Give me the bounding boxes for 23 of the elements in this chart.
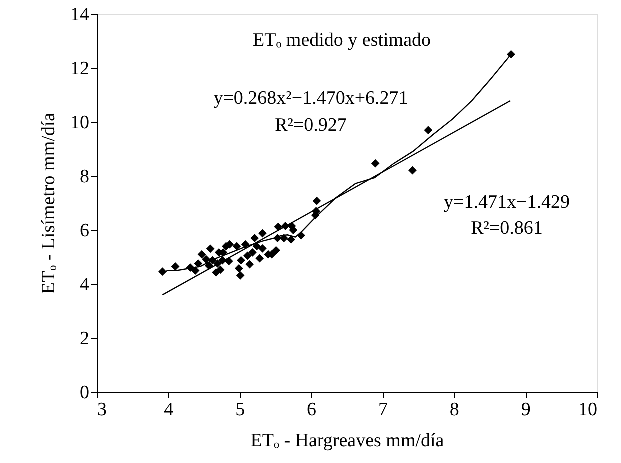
y-tick-label: 2 xyxy=(80,328,90,350)
y-tick-label: 6 xyxy=(80,220,90,242)
y-axis-title: ETₒ - Lisímetro mm/día xyxy=(38,112,60,294)
annotation: R²=0.861 xyxy=(471,218,543,239)
x-tick-label: 6 xyxy=(307,400,317,420)
x-tick-label: 9 xyxy=(521,400,531,420)
y-tick-label: 8 xyxy=(80,166,90,188)
annotation: y=0.268x²−1.470x+6.271 xyxy=(214,88,408,109)
x-tick-label: 7 xyxy=(378,400,388,420)
x-axis-title: ETₒ - Hargreaves mm/día xyxy=(250,430,445,452)
y-tick-label: 10 xyxy=(70,112,90,134)
x-tick-label: 8 xyxy=(450,400,460,420)
y-tick-label: 0 xyxy=(80,382,90,404)
text: ETₒ medido y estimado xyxy=(252,30,432,51)
x-tick-label: 5 xyxy=(236,400,246,420)
annotation: R²=0.927 xyxy=(275,115,347,136)
y-tick-label: 14 xyxy=(70,4,90,26)
y-tick-label: 12 xyxy=(70,58,90,80)
x-tick-label: 4 xyxy=(164,400,174,420)
y-tick-label: 4 xyxy=(80,274,90,296)
x-tick-label: 10 xyxy=(578,400,598,420)
x-tick-label: 3 xyxy=(98,400,107,420)
annotation: y=1.471x−1.429 xyxy=(444,192,570,213)
